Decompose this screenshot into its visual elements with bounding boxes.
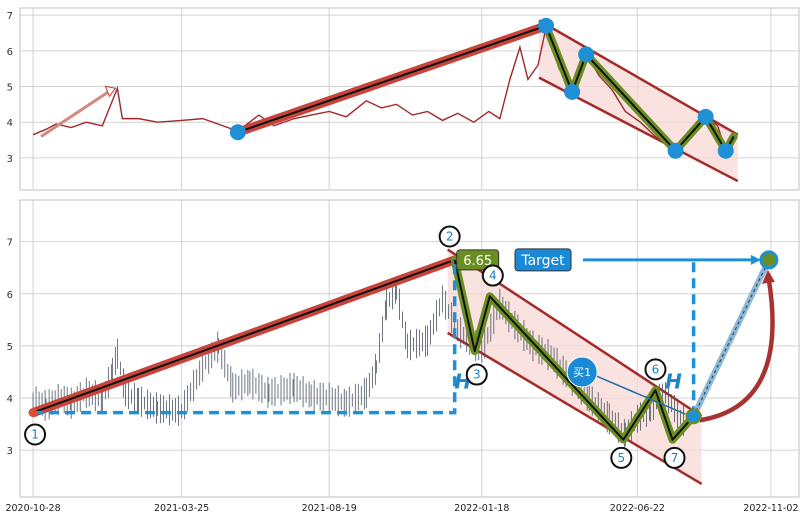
curved-up-arrow: [699, 279, 775, 423]
x-tick-label: 2022-11-02: [743, 503, 798, 514]
pivot-point: [667, 142, 684, 159]
x-tick-label: 2021-08-19: [302, 503, 357, 514]
annotation-arrow-head: [104, 85, 117, 98]
wave-label-circle: [24, 423, 47, 446]
target-point: [759, 250, 779, 270]
buy-label-circle: [566, 356, 598, 388]
pivot-point: [697, 108, 714, 125]
x-tick-label: 2022-06-22: [610, 503, 665, 514]
wave-label-circle: [610, 446, 633, 469]
pivot-point: [717, 142, 734, 159]
top-price-panel: 3 4 5 6 7: [7, 7, 800, 191]
top-ytick-label: 5: [7, 83, 13, 94]
target-arrow-head: [750, 254, 761, 265]
wave-label: 7: [671, 451, 679, 465]
top-ytick-label: 7: [7, 11, 13, 22]
pivot-point: [538, 17, 555, 34]
x-tick-label: 2021-03-25: [154, 503, 209, 514]
height-projection-1: [33, 259, 457, 415]
bottom-ytick-label: 7: [7, 238, 13, 249]
wave-label: 2: [446, 229, 454, 243]
top-plot-frame: [19, 7, 800, 191]
wave-label: 1: [31, 427, 39, 441]
wave-label: 5: [617, 451, 625, 465]
wave-label: 6: [652, 362, 660, 376]
start-point: [29, 408, 38, 417]
pivot-point: [229, 124, 246, 141]
wave-label-circle: [465, 363, 488, 386]
wave-label-circle: [663, 446, 686, 469]
close-price-line: [32, 24, 735, 153]
x-tick-label: 2020-10-28: [5, 503, 60, 514]
pivot-point: [578, 46, 595, 63]
wave-label: 3: [473, 368, 481, 382]
top-ytick-label: 3: [7, 154, 13, 165]
annotation-arrow-shaft: [40, 90, 111, 138]
wave-label: 4: [489, 269, 497, 283]
bottom-wave-core: [453, 259, 695, 441]
buy-label-text: 买1: [573, 366, 591, 379]
bottom-ytick-label: 4: [7, 394, 13, 405]
bottom-candle-panel: 3 4 5 6 7 2020-10-28 2021-03-25 2021-08-19 2022-…: [5, 199, 800, 514]
projection-core: [693, 259, 770, 417]
entry-point: [685, 408, 702, 425]
pivot-point: [564, 83, 581, 100]
top-ytick-label: 4: [7, 118, 13, 129]
buy-pointer: [595, 375, 686, 415]
bottom-trend-core: [32, 258, 456, 414]
wave-label-circle: [644, 358, 667, 381]
top-ytick-label: 6: [7, 47, 13, 58]
curved-arrow-head: [761, 269, 775, 284]
wave-label-circle: [481, 264, 504, 287]
price-label-text: 6.65: [463, 254, 492, 269]
top-trend-core: [237, 24, 547, 134]
target-label-box: [514, 248, 572, 272]
bottom-ytick-label: 6: [7, 290, 13, 301]
price-label-box: [456, 249, 500, 271]
wave-label-circle: [438, 225, 461, 248]
target-label-text: Target: [520, 253, 565, 269]
height-marker: H: [665, 370, 682, 394]
bottom-ytick-label: 5: [7, 342, 13, 353]
x-tick-label: 2022-01-18: [454, 503, 509, 514]
bottom-ytick-label: 3: [7, 446, 13, 457]
bottom-channel-lower: [447, 331, 703, 486]
